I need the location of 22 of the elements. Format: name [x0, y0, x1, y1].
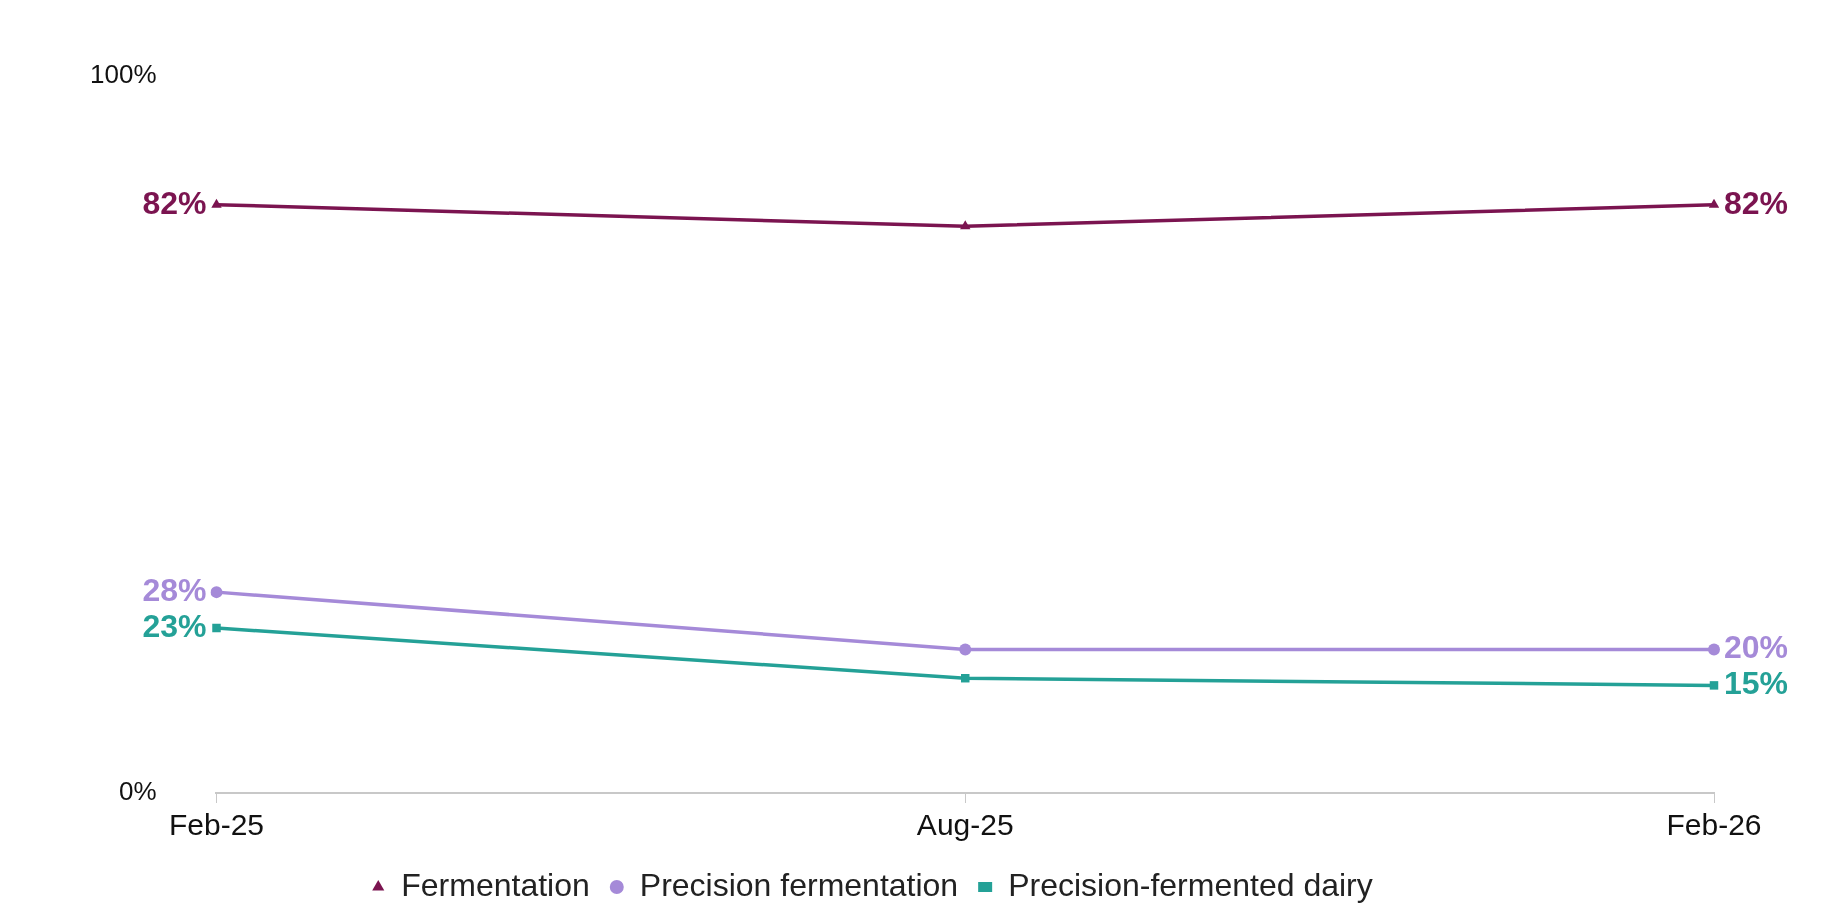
point [1708, 643, 1720, 656]
y-tick-label: 0% [118, 776, 157, 807]
point [1709, 681, 1719, 690]
data-label: 15% [1724, 665, 1789, 702]
point [210, 586, 223, 599]
legend-label: Precision-fermented dairy [1008, 866, 1373, 903]
data-label: 82% [142, 184, 207, 221]
data-label: 20% [1724, 629, 1789, 666]
data-label: 82% [1724, 184, 1789, 221]
point [212, 623, 221, 633]
point [211, 198, 222, 208]
y-tick-label: 100% [90, 58, 157, 89]
point [1708, 198, 1720, 208]
legend-label: Fermentation [401, 866, 590, 903]
data-label: 28% [142, 571, 207, 608]
x-tick-label: Feb-25 [168, 808, 265, 842]
x-tick-label: Feb-26 [1666, 808, 1762, 842]
legend-label: Precision fermentation [639, 866, 959, 903]
data-label: 23% [142, 607, 207, 644]
x-tick-label: Aug-25 [916, 808, 1014, 842]
point [960, 220, 971, 230]
point [959, 643, 972, 656]
